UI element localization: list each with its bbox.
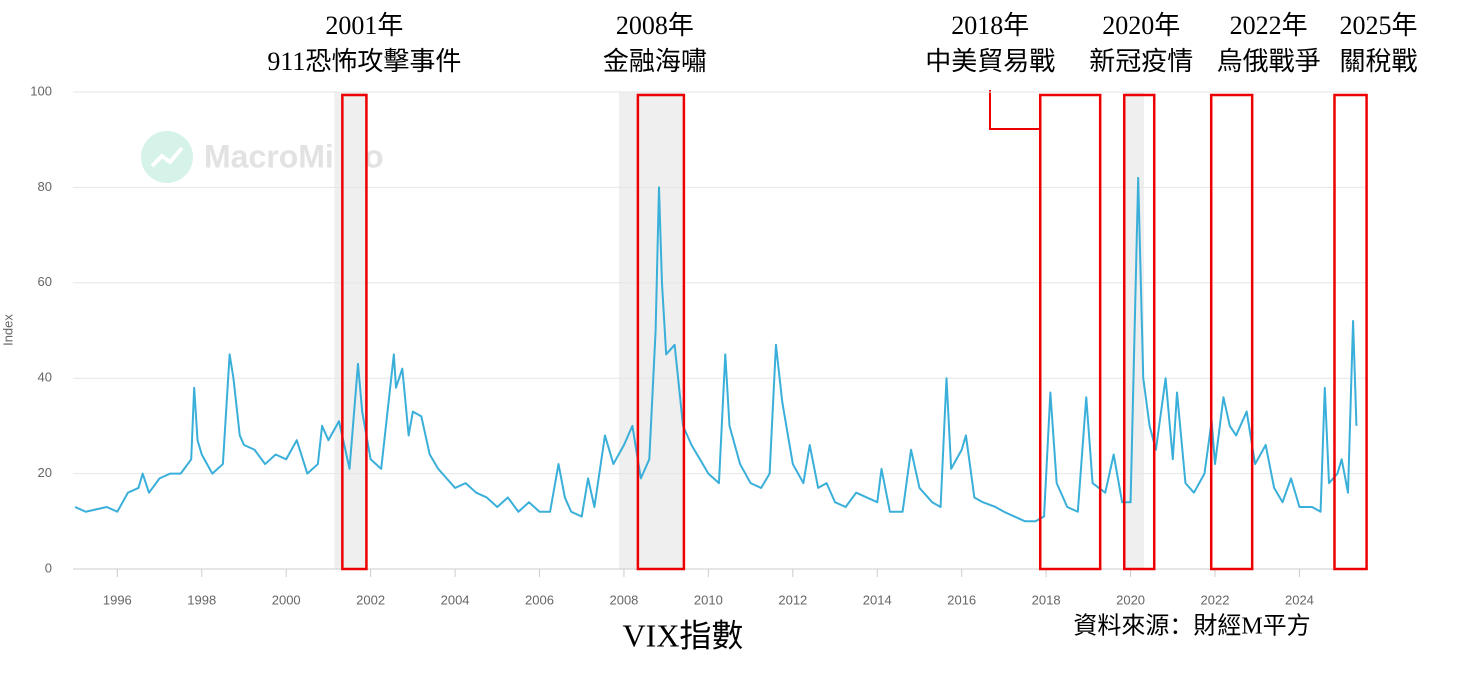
source: 資料來源：財經M平方 xyxy=(1073,613,1310,640)
y-tick-label: 100 xyxy=(30,83,52,98)
annotation-label: 2001年 xyxy=(325,11,403,40)
connector xyxy=(989,90,1040,130)
y-tick-label: 60 xyxy=(38,274,52,289)
x-tick-label: 2008 xyxy=(609,592,638,607)
y-tick-label: 20 xyxy=(38,465,52,480)
highlight-box xyxy=(1209,93,1254,571)
x-tick-label: 2016 xyxy=(947,592,976,607)
x-tick-label: 2022 xyxy=(1201,592,1230,607)
x-tick-label: 2020 xyxy=(1116,592,1145,607)
annotation-label: 新冠疫情 xyxy=(1089,47,1193,76)
highlight-box xyxy=(1122,93,1156,571)
shaded-range xyxy=(334,92,368,569)
x-tick-label: 2014 xyxy=(863,592,892,607)
annotation-label: 金融海嘯 xyxy=(603,47,707,76)
y-tick-label: 40 xyxy=(38,370,52,385)
annotation-label: 烏俄戰爭 xyxy=(1217,47,1321,76)
chart-title: VIX指數 xyxy=(623,617,744,653)
x-tick-label: 2012 xyxy=(778,592,807,607)
x-tick-label: 2000 xyxy=(272,592,301,607)
y-tick-label: 80 xyxy=(38,179,52,194)
highlight-box xyxy=(341,93,368,571)
annotation-label: 2018年 xyxy=(951,11,1029,40)
highlight-box xyxy=(1333,93,1368,571)
x-tick-label: 2006 xyxy=(525,592,554,607)
annotation-label: 2022年 xyxy=(1230,11,1308,40)
annotation-label: 2020年 xyxy=(1102,11,1180,40)
x-tick-label: 2004 xyxy=(441,592,470,607)
y-axis-label: Index xyxy=(0,314,15,346)
annotation-label: 中美貿易戰 xyxy=(925,47,1055,76)
x-tick-label: 1996 xyxy=(103,592,132,607)
x-tick-label: 1998 xyxy=(187,592,216,607)
y-tick-label: 0 xyxy=(45,560,52,575)
highlight-box xyxy=(1038,93,1102,571)
x-tick-label: 2002 xyxy=(356,592,385,607)
x-tick-label: 2010 xyxy=(694,592,723,607)
annotation-label: 2008年 xyxy=(616,11,694,40)
x-tick-label: 2018 xyxy=(1032,592,1061,607)
highlight-box xyxy=(636,93,686,571)
x-tick-label: 2024 xyxy=(1285,592,1314,607)
annotation-label: 關稅戰 xyxy=(1340,47,1418,76)
annotation-label: 2025年 xyxy=(1340,11,1418,40)
annotation-label: 911恐怖攻擊事件 xyxy=(267,47,461,76)
watermark-logo xyxy=(141,131,193,183)
shaded-range xyxy=(618,92,684,569)
data-line xyxy=(74,176,1358,523)
